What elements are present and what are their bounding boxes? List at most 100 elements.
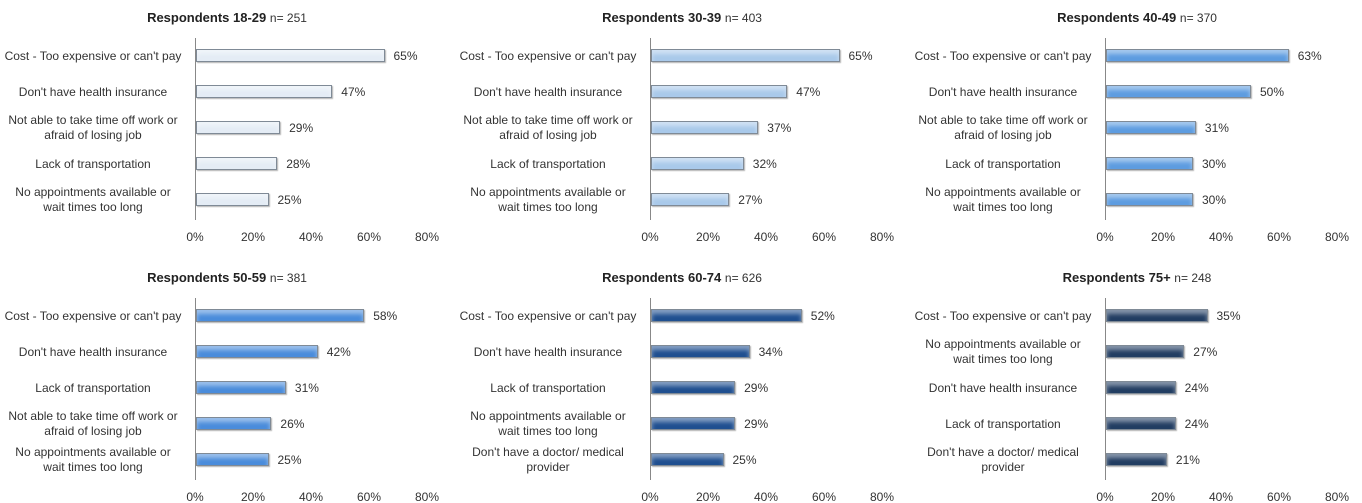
value-label: 47% (341, 85, 366, 99)
category-label: No appointments available or wait times … (15, 445, 171, 474)
bar (651, 121, 759, 134)
bar (1106, 345, 1185, 358)
category-label: Lack of transportation (945, 416, 1061, 431)
value-label: 47% (796, 85, 821, 99)
x-tick-label: 60% (811, 230, 837, 244)
bar (196, 417, 272, 430)
category-label: Don't have a doctor/ medical provider (472, 445, 624, 474)
value-label: 24% (1184, 417, 1209, 431)
category-label: Cost - Too expensive or can't pay (459, 308, 637, 323)
chart-title: Respondents 75+ n= 248 (910, 270, 1362, 286)
bar (651, 309, 802, 322)
x-tick-label: 80% (414, 230, 440, 244)
bar (196, 381, 286, 394)
bar (1106, 49, 1289, 62)
value-label: 25% (277, 453, 302, 467)
y-axis (650, 298, 651, 480)
category-label: Lack of transportation (490, 380, 606, 395)
bar (651, 417, 736, 430)
value-label: 30% (1202, 193, 1227, 207)
subtitle: n= 370 (1179, 11, 1217, 25)
title-text: Respondents 18-29 (147, 10, 267, 25)
x-tick-label: 20% (240, 230, 266, 244)
value-label: 21% (1175, 453, 1200, 467)
category-label: Not able to take time off work or afraid… (8, 409, 178, 438)
x-tick-label: 80% (869, 490, 895, 503)
title-text: Respondents 40-49 (1057, 10, 1177, 25)
subtitle: n= 381 (269, 271, 307, 285)
bar (196, 121, 281, 134)
subtitle: n= 251 (269, 11, 307, 25)
subtitle: n= 403 (724, 11, 762, 25)
x-tick-label: 80% (414, 490, 440, 503)
category-label: Don't have health insurance (18, 84, 168, 99)
category-label: Not able to take time off work or afraid… (463, 113, 633, 142)
x-tick-label: 0% (641, 230, 659, 244)
chart-title: Respondents 50-59 n= 381 (0, 270, 454, 286)
category-label: Don't have health insurance (473, 344, 623, 359)
x-tick-label: 80% (1324, 490, 1350, 503)
x-tick-label: 20% (695, 230, 721, 244)
category-label: Not able to take time off work or afraid… (8, 113, 178, 142)
value-label: 42% (326, 345, 351, 359)
x-tick-label: 80% (1324, 230, 1350, 244)
category-label: Cost - Too expensive or can't pay (4, 48, 182, 63)
value-label: 35% (1216, 309, 1241, 323)
value-label: 29% (744, 417, 769, 431)
category-label: Cost - Too expensive or can't pay (459, 48, 637, 63)
x-tick-label: 40% (298, 490, 324, 503)
value-label: 28% (286, 157, 311, 171)
bar (1106, 121, 1196, 134)
value-label: 63% (1297, 49, 1322, 63)
bar (196, 85, 333, 98)
category-label: Lack of transportation (35, 380, 151, 395)
value-label: 29% (289, 121, 314, 135)
title-text: Respondents 50-59 (147, 270, 267, 285)
subtitle: n= 626 (724, 271, 762, 285)
bar (1106, 85, 1251, 98)
bar (1106, 381, 1176, 394)
category-label: No appointments available or wait times … (15, 185, 171, 214)
bar (651, 157, 744, 170)
bar (196, 193, 269, 206)
x-tick-label: 0% (1096, 490, 1114, 503)
category-label: Cost - Too expensive or can't pay (914, 308, 1092, 323)
bar (1106, 453, 1167, 466)
bar (196, 453, 269, 466)
category-label: Don't have a doctor/ medical provider (927, 445, 1079, 474)
chart-title: Respondents 18-29 n= 251 (0, 10, 454, 26)
title-text: Respondents 75+ (1062, 270, 1171, 285)
x-tick-label: 60% (1266, 230, 1292, 244)
value-label: 24% (1184, 381, 1209, 395)
x-tick-label: 60% (811, 490, 837, 503)
category-label: Don't have health insurance (473, 84, 623, 99)
bar (651, 85, 788, 98)
bar (1106, 417, 1176, 430)
x-tick-label: 40% (298, 230, 324, 244)
value-label: 31% (1204, 121, 1229, 135)
bar (196, 309, 365, 322)
chart-title: Respondents 40-49 n= 370 (910, 10, 1362, 26)
category-label: No appointments available or wait times … (470, 185, 626, 214)
category-label: Lack of transportation (945, 156, 1061, 171)
bar (651, 49, 840, 62)
x-tick-label: 60% (1266, 490, 1292, 503)
value-label: 31% (294, 381, 319, 395)
value-label: 52% (810, 309, 835, 323)
category-label: Cost - Too expensive or can't pay (914, 48, 1092, 63)
category-label: Lack of transportation (490, 156, 606, 171)
bar (1106, 157, 1193, 170)
title-text: Respondents 60-74 (602, 270, 722, 285)
x-tick-label: 0% (186, 490, 204, 503)
value-label: 37% (767, 121, 792, 135)
x-tick-label: 60% (356, 490, 382, 503)
y-axis (650, 38, 651, 220)
value-label: 34% (758, 345, 783, 359)
subtitle: n= 248 (1174, 271, 1212, 285)
category-label: Don't have health insurance (928, 380, 1078, 395)
value-label: 25% (732, 453, 757, 467)
bar (651, 453, 724, 466)
value-label: 25% (277, 193, 302, 207)
x-tick-label: 40% (753, 230, 779, 244)
bar (196, 345, 318, 358)
